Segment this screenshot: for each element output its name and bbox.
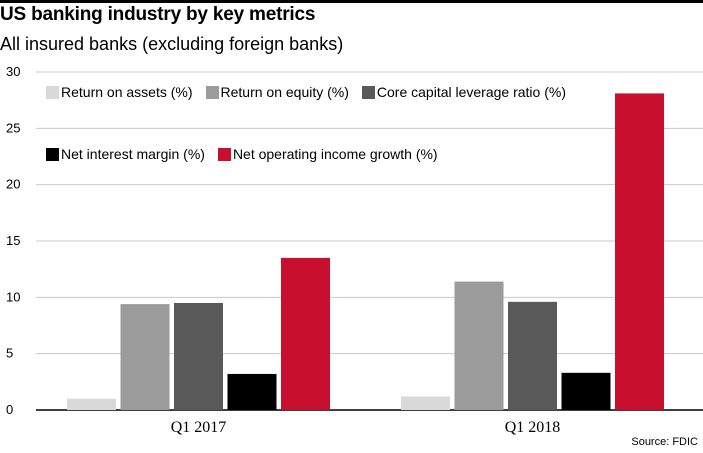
bar <box>67 398 116 410</box>
legend-label: Core capital leverage ratio (%) <box>376 84 566 100</box>
legend-swatch <box>205 85 219 99</box>
bar <box>508 301 557 410</box>
legend-row: Return on assets (%) Return on equity (%… <box>46 84 686 100</box>
y-tick-label: 20 <box>6 177 20 192</box>
y-tick-label: 15 <box>6 233 20 248</box>
legend-swatch <box>361 85 375 99</box>
legend-item-net-interest-margin: Net interest margin (%) <box>46 146 205 162</box>
y-tick-label: 30 <box>6 64 20 79</box>
legend-item-return-on-assets: Return on assets (%) <box>46 84 193 100</box>
chart-legend: Return on assets (%) Return on equity (%… <box>46 84 686 208</box>
legend-swatch <box>46 85 59 99</box>
bar <box>120 304 170 410</box>
legend-swatch <box>46 147 59 161</box>
bar <box>281 257 330 410</box>
x-tick-label: Q1 2018 <box>505 419 561 436</box>
legend-item-return-on-equity: Return on equity (%) <box>205 84 349 100</box>
x-tick-label: Q1 2017 <box>171 419 227 436</box>
bar <box>615 93 664 410</box>
bar <box>454 281 504 410</box>
legend-swatch <box>217 147 231 161</box>
legend-row: Net interest margin (%) Net operating in… <box>46 146 686 162</box>
bar <box>227 373 277 410</box>
legend-item-core-capital-leverage-ratio: Core capital leverage ratio (%) <box>361 84 566 100</box>
bar <box>401 396 450 410</box>
legend-label: Net operating income growth (%) <box>232 146 438 162</box>
source-note: Source: FDIC <box>631 436 698 448</box>
legend-label: Return on assets (%) <box>61 84 193 100</box>
bar <box>174 302 223 410</box>
chart-title: US banking industry by key metrics <box>0 4 316 25</box>
y-tick-label: 10 <box>6 289 20 304</box>
bar <box>561 372 611 410</box>
chart-subtitle: All insured banks (excluding foreign ban… <box>0 34 344 54</box>
legend-item-net-operating-income-growth: Net operating income growth (%) <box>217 146 438 162</box>
y-tick-label: 0 <box>6 402 13 417</box>
legend-label: Return on equity (%) <box>220 84 349 100</box>
y-tick-label: 5 <box>6 346 13 361</box>
y-tick-label: 25 <box>6 120 20 135</box>
legend-label: Net interest margin (%) <box>61 146 205 162</box>
top-rule <box>0 0 703 3</box>
